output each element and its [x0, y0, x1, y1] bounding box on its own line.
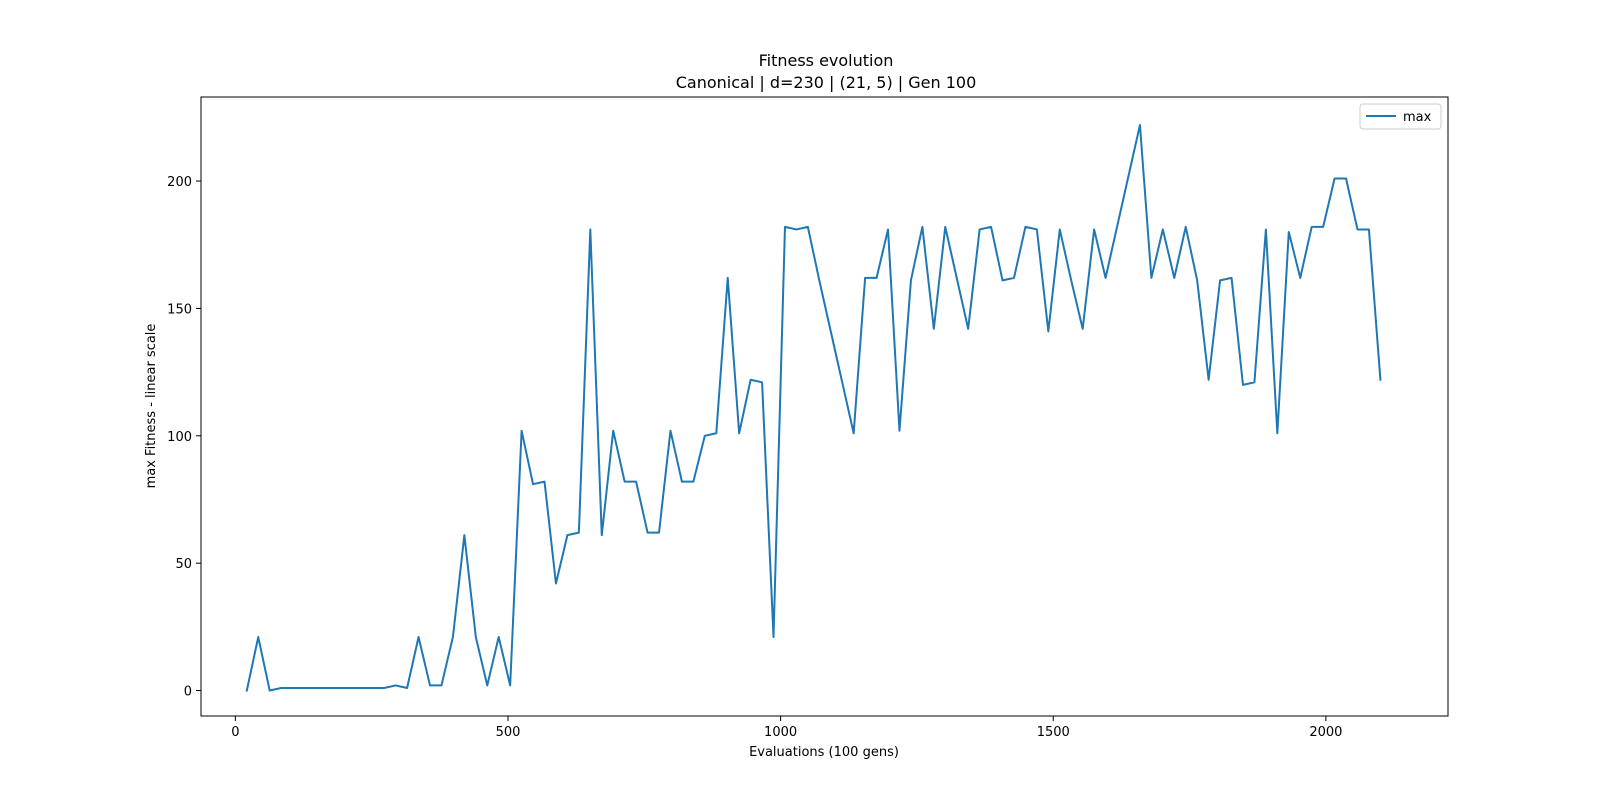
- y-axis-label: max Fitness - linear scale: [144, 324, 159, 489]
- y-tick-label: 150: [167, 302, 192, 317]
- x-tick-label: 0: [231, 725, 239, 740]
- y-tick-label: 0: [184, 685, 192, 700]
- x-axis: 0 500 1000 1500 2000: [231, 716, 1342, 740]
- chart-subtitle: Canonical | d=230 | (21, 5) | Gen 100: [676, 73, 977, 92]
- y-tick-label: 50: [175, 557, 192, 572]
- legend-label-max: max: [1403, 110, 1432, 125]
- chart-title: Fitness evolution: [759, 51, 894, 70]
- y-axis: 0 50 100 150 200: [167, 175, 201, 700]
- x-axis-label: Evaluations (100 gens): [749, 745, 899, 760]
- series-line-max: [245, 124, 1382, 692]
- x-tick-label: 500: [496, 725, 521, 740]
- legend: max: [1359, 103, 1442, 130]
- y-tick-label: 100: [167, 430, 192, 445]
- x-tick-label: 1500: [1037, 725, 1070, 740]
- plot-area: [245, 124, 1382, 692]
- legend-box: [1359, 103, 1442, 130]
- x-tick-label: 2000: [1309, 725, 1342, 740]
- x-tick-label: 1000: [764, 725, 797, 740]
- y-tick-label: 200: [167, 175, 192, 190]
- plot-frame: [200, 96, 1449, 717]
